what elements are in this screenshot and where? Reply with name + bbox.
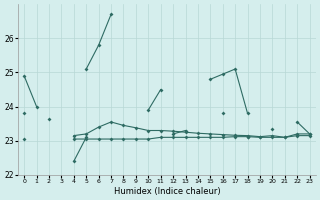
X-axis label: Humidex (Indice chaleur): Humidex (Indice chaleur)	[114, 187, 220, 196]
